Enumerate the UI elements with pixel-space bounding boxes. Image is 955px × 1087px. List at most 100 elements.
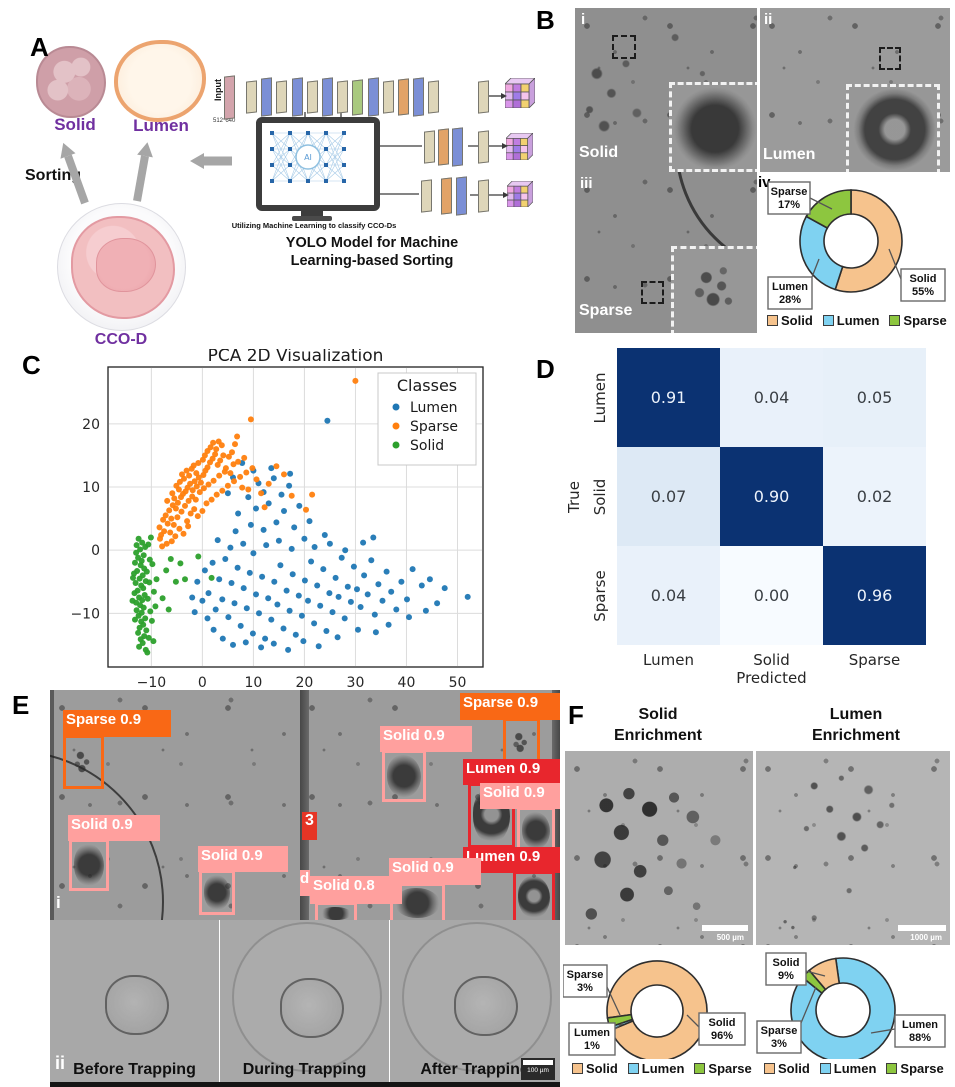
legend-item-sparse: Sparse [889, 313, 947, 328]
x-axis-label: Predicted [736, 669, 807, 687]
svg-text:30: 30 [347, 675, 365, 688]
scalebar-label: 100 µm [527, 1067, 549, 1074]
inset-solid-organoid [669, 82, 757, 172]
svg-text:Sparse: Sparse [771, 186, 808, 198]
lumen-image-label: Lumen [763, 146, 816, 163]
frame-caption: After Trapping [420, 1061, 530, 1078]
ccod-core [96, 238, 156, 292]
micro-image-solid: i Solid [575, 8, 757, 172]
micro-image-sparse: iii Sparse [575, 172, 757, 333]
trapping-sequence: Before Trapping During Trapping After Trap… [50, 920, 560, 1087]
svg-text:−10: −10 [70, 606, 100, 622]
legend-swatch [627, 1063, 639, 1074]
conv-layer-slab [478, 130, 489, 164]
channel-wall [300, 690, 309, 920]
scatter-series-sparse [156, 377, 359, 550]
legend-swatch [767, 315, 778, 326]
legend-label: Solid [586, 1061, 618, 1076]
legend-label: Lumen [836, 313, 880, 328]
subpanel-ii-label: ii [55, 1053, 66, 1073]
legend-item-solid: Solid [767, 313, 813, 328]
panel-a-arrows [60, 142, 232, 205]
subpanel-i-label: i [56, 893, 61, 912]
detection-box-solid [199, 870, 235, 915]
inset-lumen-organoid [846, 84, 940, 172]
solid-enrichment-donut: Sparse 3% Lumen 1% Solid 96% [563, 947, 753, 1059]
conv-layer-slab [421, 179, 432, 213]
donut-slice-lumen [790, 957, 896, 1059]
conv-layer-slab [438, 128, 449, 166]
donut-legend: Solid Lumen Sparse [572, 1061, 752, 1076]
svg-text:40: 40 [398, 675, 416, 688]
scatter-series-lumen [189, 417, 471, 653]
svg-text:88%: 88% [909, 1032, 931, 1044]
legend-item-sparse: Sparse [694, 1061, 752, 1076]
sorting-label: Sorting [25, 167, 81, 184]
feature-cube [506, 133, 533, 160]
lumen-organoid-illustration [114, 40, 206, 122]
neural-network-icon: AI [270, 131, 346, 183]
matrix-cell: 0.96 [823, 546, 926, 645]
scatter-series-solid [129, 534, 215, 656]
detection-box-lumen [513, 871, 555, 920]
legend-item-solid: Solid [572, 1061, 618, 1076]
yolo-title-line1: YOLO Model for Machine [285, 235, 459, 251]
solid-enrichment-title-2: Enrichment [613, 726, 702, 744]
svg-text:28%: 28% [779, 294, 801, 306]
frame-caption: During Trapping [242, 1061, 367, 1078]
matrix-cell: 0.91 [617, 348, 720, 447]
detection-label: Sparse 0.9 [460, 693, 560, 720]
matrix-cell: 0.02 [823, 447, 926, 546]
trapping-frame: During Trapping [220, 920, 389, 1082]
lumen-enrichment-image: 1000 µm [756, 751, 950, 945]
yolo-title-line2: Learning-based Sorting [290, 253, 454, 270]
legend-swatch [694, 1063, 706, 1074]
legend-item-lumen: Lumen [822, 313, 880, 328]
conv-layer-slab [322, 77, 333, 117]
svg-text:Sparse: Sparse [567, 969, 604, 981]
panel-b-label: B [536, 5, 555, 35]
legend-item-lumen: Lumen [819, 1061, 876, 1076]
svg-text:96%: 96% [711, 1030, 733, 1042]
svg-text:55%: 55% [912, 286, 934, 298]
trapping-frame: After Trapping [390, 920, 560, 1082]
conv-layer-slab [452, 127, 463, 167]
svg-text:Solid: Solid [709, 1017, 736, 1029]
organoid-blob [395, 888, 440, 918]
svg-text:9%: 9% [778, 970, 794, 982]
legend-label: Sparse [903, 313, 947, 328]
detection-label: Sparse 0.9 [63, 710, 171, 737]
organoid-blob [522, 812, 550, 849]
legend-swatch [819, 1063, 831, 1074]
yolo-input-slab [224, 75, 235, 120]
detection-label: Lumen 0.9 [463, 759, 560, 785]
svg-text:0: 0 [198, 675, 207, 688]
svg-text:3%: 3% [577, 982, 593, 994]
organoid-blob [68, 740, 99, 784]
donut-legend: Solid Lumen Sparse [764, 1061, 944, 1076]
conv-layer-slab [352, 78, 364, 116]
svg-text:10: 10 [244, 675, 262, 688]
bottom-strip [50, 1082, 560, 1087]
donut-slice-lumen [799, 215, 844, 291]
svg-text:Lumen: Lumen [902, 1019, 938, 1031]
organoid-blob [508, 723, 535, 762]
row-label-solid: Solid [591, 478, 609, 515]
organoid-cluster [565, 751, 753, 945]
conv-layer-slab [456, 176, 467, 216]
monitor-frame [256, 117, 380, 211]
donut-slice-solid [834, 189, 903, 293]
svg-text:50: 50 [449, 675, 467, 688]
detection-label: Solid 0.9 [380, 726, 472, 752]
col-label-lumen: Lumen [643, 651, 694, 669]
organoid-blob [518, 876, 550, 918]
roi-box [641, 281, 664, 304]
legend-swatch [822, 315, 834, 326]
matrix-cell: 0.05 [823, 348, 926, 447]
scalebar [702, 925, 748, 931]
row-label-lumen: Lumen [591, 372, 609, 423]
organoid-blob [74, 844, 104, 886]
svg-text:3%: 3% [771, 1038, 787, 1050]
ml-caption: Utilizing Machine Learning to classify C… [231, 221, 397, 230]
legend-item-sparse: Sparse [886, 1061, 944, 1076]
